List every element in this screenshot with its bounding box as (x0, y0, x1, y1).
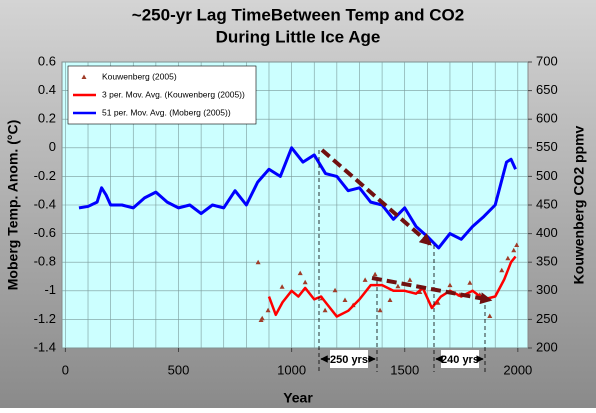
data-point (395, 283, 401, 289)
y2-tick-label: 300 (536, 282, 558, 297)
y2-tick-label: 500 (536, 168, 558, 183)
annotation: 250 yrs (330, 354, 368, 366)
data-point (362, 277, 368, 282)
y2-tick-label: 200 (536, 339, 558, 354)
data-point (297, 270, 303, 276)
data-point (447, 282, 453, 288)
y2-tick-label: 700 (536, 53, 558, 68)
y-tick-label: -0.6 (34, 225, 56, 240)
y2-axis-label: Kouwenberg CO2 ppmv (571, 125, 587, 284)
y-axis-label: Moberg Temp. Anom. (°C) (5, 120, 21, 290)
y-tick-label: 0.4 (38, 82, 56, 97)
data-point (302, 279, 308, 285)
x-tick-label: 1000 (277, 362, 306, 377)
y-tick-label: 0.2 (38, 111, 56, 126)
lag-box-1: 250 yrs (320, 350, 376, 368)
data-point (499, 267, 505, 273)
y2-tick-label: 350 (536, 254, 558, 269)
x-tick-label: 2000 (503, 362, 532, 377)
y2-tick-label: 600 (536, 111, 558, 126)
data-point (487, 313, 493, 318)
data-point (255, 259, 261, 265)
y-tick-label: -0.8 (34, 254, 56, 269)
data-point (279, 284, 285, 289)
x-axis-label: Year (283, 390, 313, 406)
data-point (332, 287, 338, 293)
data-point (259, 315, 265, 321)
x-tick-label: 0 (62, 362, 69, 377)
data-point (467, 280, 473, 285)
lag-box-2: 240 yrs (435, 350, 484, 368)
data-point (505, 255, 511, 261)
legend-label: 51 per. Mov. Avg. (Moberg (2005)) (102, 107, 231, 117)
data-point (514, 242, 520, 248)
x-tick-label: 1500 (390, 362, 419, 377)
legend-marker (81, 74, 87, 79)
chart-title: ~250-yr Lag TimeBetween Temp and CO2 (132, 5, 464, 24)
data-point (322, 307, 328, 313)
series-line (78, 146, 517, 250)
y-tick-label: -1 (44, 282, 56, 297)
y-tick-label: -0.2 (34, 168, 56, 183)
y-tick-label: 0 (49, 139, 56, 154)
data-point (372, 271, 378, 277)
y2-tick-label: 550 (536, 139, 558, 154)
lag-guides (318, 150, 486, 372)
data-point (342, 297, 348, 302)
legend-label: 3 per. Mov. Avg. (Kouwenberg (2005)) (102, 89, 245, 99)
chart-subtitle: During Little Ice Age (216, 27, 381, 46)
y2-tick-label: 250 (536, 311, 558, 326)
y2-tick-label: 450 (536, 196, 558, 211)
y2-tick-label: 400 (536, 225, 558, 240)
data-point (377, 307, 383, 313)
legend-box (67, 65, 257, 125)
x-tick-label: 500 (168, 362, 190, 377)
data-point (265, 307, 271, 313)
y2-tick-label: 650 (536, 82, 558, 97)
data-point (387, 297, 393, 302)
y-tick-label: 0.6 (38, 53, 56, 68)
annotation: 240 yrs (441, 354, 479, 366)
data-point (407, 277, 413, 282)
y-tick-label: -1.4 (34, 339, 56, 354)
y-tick-label: -0.4 (34, 196, 56, 211)
data-point (511, 247, 517, 253)
trend-arrows (320, 148, 493, 305)
legend-label: Kouwenberg (2005) (102, 71, 177, 81)
series-line (267, 255, 517, 318)
y-tick-label: -1.2 (34, 311, 56, 326)
